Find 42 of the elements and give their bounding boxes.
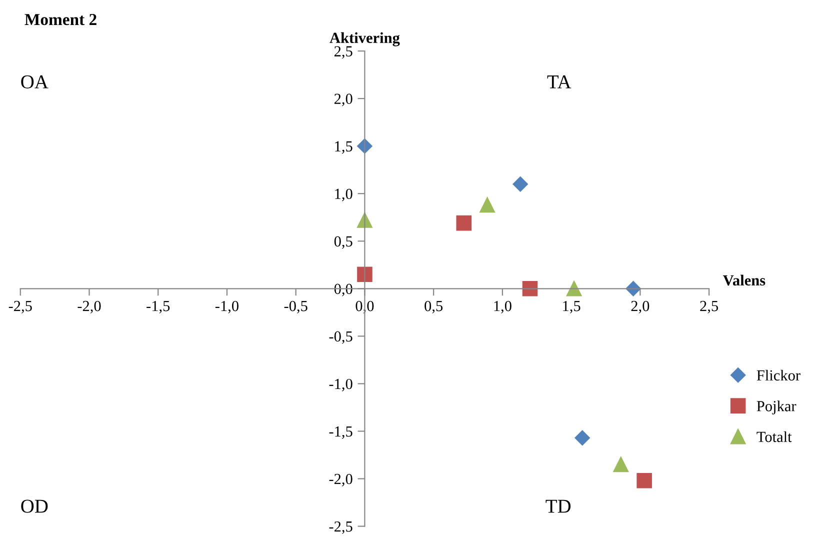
legend-label: Flickor (756, 370, 800, 381)
legend-label: Totalt (756, 431, 792, 442)
x-tick-label: -0,5 (284, 300, 308, 314)
point (480, 197, 495, 213)
point (512, 176, 528, 192)
y-tick-label: -1,5 (329, 426, 352, 439)
y-tick-label: 2,5 (334, 46, 352, 59)
point (626, 281, 641, 296)
annotation: TD (546, 500, 571, 513)
annotation: TA (547, 75, 572, 88)
x-tick-label: 2,0 (631, 300, 650, 314)
legend-label: Pojkar (756, 400, 796, 414)
y-tick-label: 2,0 (334, 94, 352, 106)
x-tick-label: 0,0 (356, 300, 374, 314)
point (574, 430, 590, 446)
y-tick-label: -1,0 (329, 378, 352, 392)
point (636, 472, 652, 488)
y-tick-label: 1,0 (335, 188, 352, 202)
x-tick-label: 1,5 (563, 300, 580, 314)
y-axis-title: Aktivering (330, 32, 400, 46)
chart-title: Moment 2 (24, 14, 96, 26)
x-tick-label: -1,5 (146, 300, 170, 314)
x-tick-label: 0,5 (424, 300, 443, 314)
point (456, 215, 472, 231)
point (522, 281, 538, 296)
y-tick-label: 1,5 (335, 141, 352, 154)
point (613, 456, 629, 472)
x-axis-title: Valens (722, 274, 766, 286)
point (566, 281, 582, 296)
x-tick-label: -1,0 (215, 300, 238, 314)
annotation: OD (21, 500, 48, 513)
y-tick-label: 0,0 (334, 284, 352, 296)
point (357, 266, 372, 282)
y-tick-label: -2,5 (329, 521, 352, 534)
x-tick-label: 1,0 (494, 300, 512, 314)
y-tick-label: -2,0 (329, 474, 352, 486)
annotation: OA (21, 75, 48, 88)
x-tick-label: -2,5 (8, 300, 32, 314)
y-tick-label: 0,5 (334, 236, 352, 249)
x-tick-label: 2,5 (700, 300, 718, 314)
x-tick-label: -2,0 (78, 300, 101, 314)
y-tick-label: -0,5 (329, 331, 352, 344)
